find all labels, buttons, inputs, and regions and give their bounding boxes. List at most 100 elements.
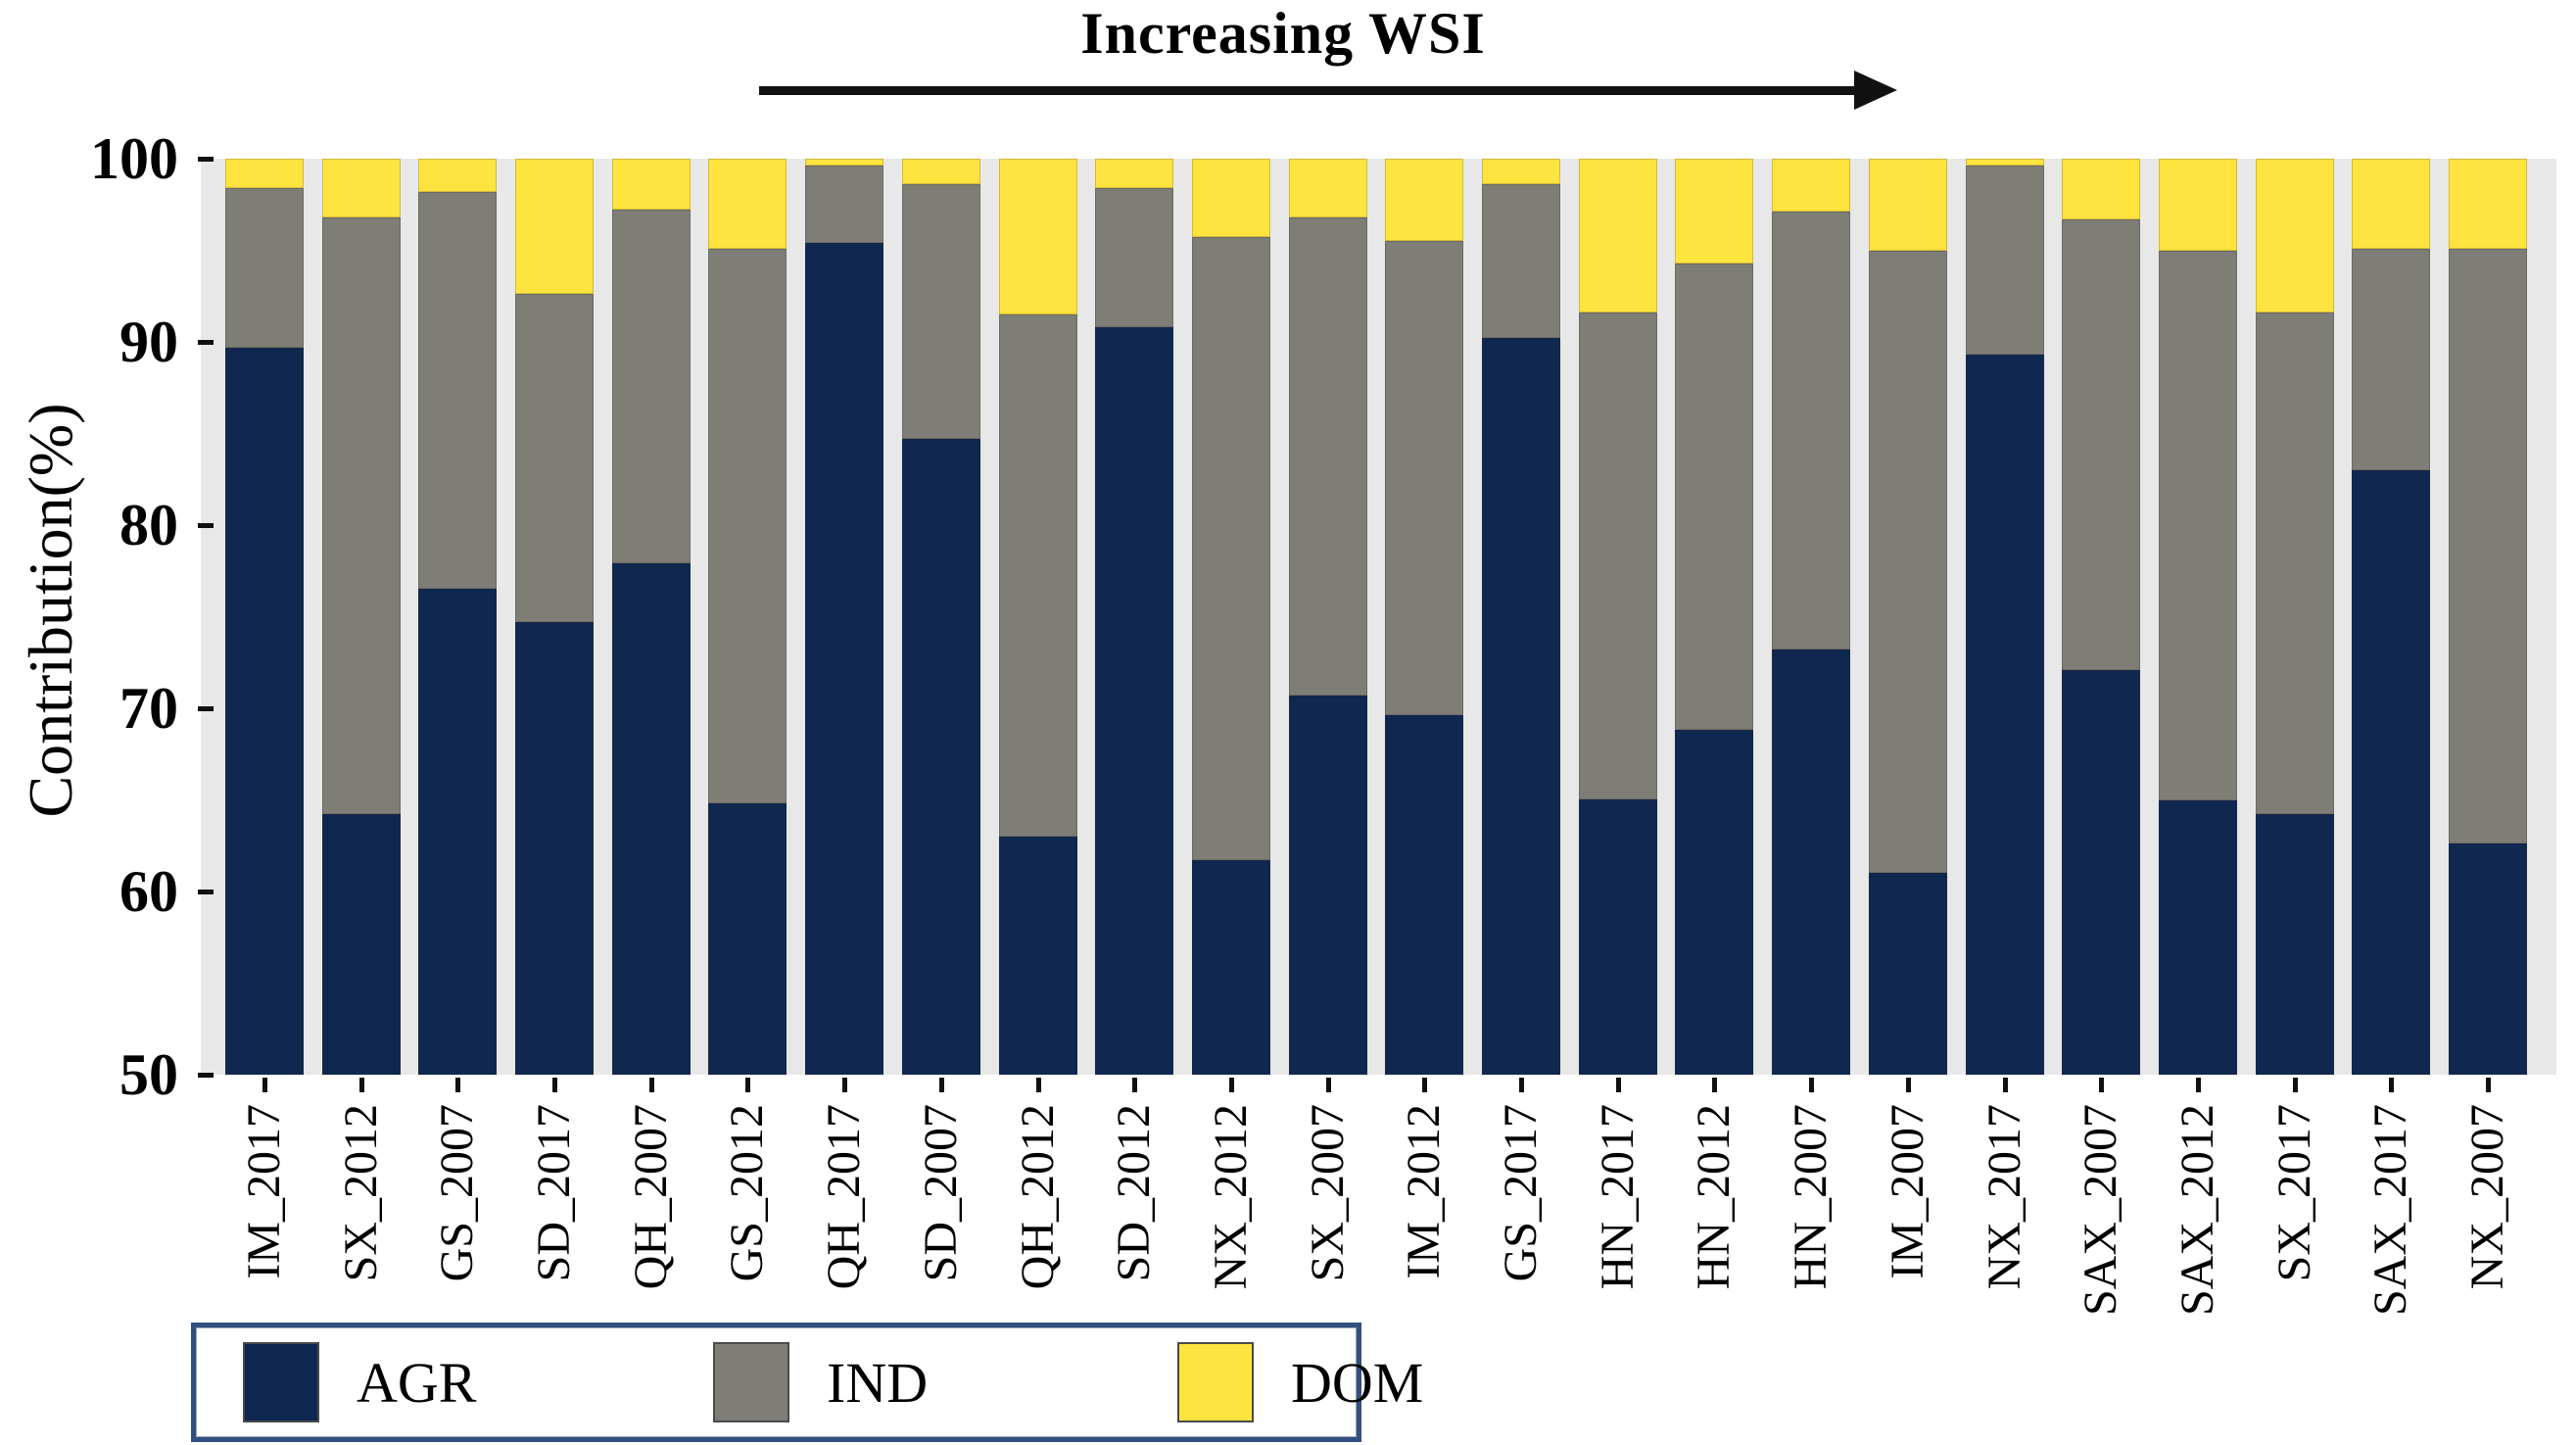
bar-segment-ind bbox=[805, 166, 884, 243]
bar-segment-dom bbox=[708, 159, 787, 249]
x-tick-label: SX_2017 bbox=[2267, 1104, 2320, 1282]
bar-segment-agr bbox=[1288, 695, 1367, 1075]
arrow-line bbox=[759, 86, 1858, 95]
x-tick-label: GS_2007 bbox=[431, 1104, 484, 1282]
bar-HN_2012 bbox=[1675, 159, 1754, 1075]
bar-NX_2007 bbox=[2449, 159, 2527, 1075]
y-tick-label: 70 bbox=[119, 676, 178, 741]
bar-SX_2007 bbox=[1288, 159, 1367, 1075]
y-tick-mark bbox=[198, 706, 214, 711]
bar-segment-ind bbox=[2352, 248, 2431, 470]
bar-SAX_2007 bbox=[2062, 159, 2141, 1075]
x-tick-mark bbox=[2099, 1078, 2105, 1092]
plot-area bbox=[201, 159, 2556, 1075]
bar-SD_2007 bbox=[901, 159, 980, 1075]
bar-segment-dom bbox=[901, 159, 980, 185]
bar-segment-ind bbox=[1868, 250, 1947, 874]
x-tick-mark bbox=[2002, 1078, 2008, 1092]
x-tick-mark bbox=[938, 1078, 944, 1092]
bar-segment-dom bbox=[1482, 159, 1561, 185]
x-tick-mark bbox=[648, 1078, 654, 1092]
bar-segment-dom bbox=[2255, 159, 2334, 313]
bar-HN_2017 bbox=[1578, 159, 1657, 1075]
x-tick-label: SX_2012 bbox=[334, 1104, 387, 1282]
bar-GS_2007 bbox=[418, 159, 498, 1075]
bar-segment-agr bbox=[321, 814, 401, 1075]
y-tick-mark bbox=[198, 523, 214, 528]
bar-segment-agr bbox=[515, 622, 595, 1075]
increasing-wsi-arrow bbox=[759, 71, 1905, 110]
bar-segment-agr bbox=[2255, 814, 2334, 1075]
x-tick-mark bbox=[262, 1078, 267, 1092]
x-tick-mark bbox=[358, 1078, 364, 1092]
x-tick-mark bbox=[2195, 1078, 2201, 1092]
bar-GS_2012 bbox=[708, 159, 787, 1075]
bar-segment-ind bbox=[1965, 166, 2044, 356]
bar-segment-ind bbox=[515, 294, 595, 623]
x-tick-label: SAX_2007 bbox=[2075, 1104, 2127, 1317]
x-tick-mark bbox=[1132, 1078, 1138, 1092]
bar-segment-ind bbox=[1191, 237, 1270, 861]
legend-item-dom: DOM bbox=[1177, 1327, 1423, 1437]
bar-segment-dom bbox=[1772, 159, 1851, 213]
bar-segment-dom bbox=[1191, 159, 1270, 238]
x-tick-mark bbox=[1809, 1078, 1815, 1092]
bar-segment-agr bbox=[1385, 715, 1464, 1075]
bar-segment-agr bbox=[1578, 799, 1657, 1075]
ind-swatch-icon bbox=[713, 1342, 789, 1422]
bar-segment-agr bbox=[1868, 873, 1947, 1075]
bar-segment-agr bbox=[1095, 327, 1174, 1075]
bar-SAX_2012 bbox=[2158, 159, 2237, 1075]
dom-swatch-icon bbox=[1177, 1342, 1254, 1422]
legend-label-dom: DOM bbox=[1291, 1350, 1424, 1415]
bar-IM_2007 bbox=[1868, 159, 1947, 1075]
bar-segment-dom bbox=[1385, 159, 1464, 242]
x-tick-label: HN_2007 bbox=[1785, 1104, 1837, 1290]
x-tick-mark bbox=[455, 1078, 461, 1092]
x-tick-mark bbox=[1712, 1078, 1718, 1092]
y-tick-mark bbox=[198, 1073, 214, 1078]
x-tick-mark bbox=[1422, 1078, 1428, 1092]
bar-segment-ind bbox=[1288, 217, 1367, 696]
agr-swatch-icon bbox=[243, 1342, 319, 1422]
bar-segment-dom bbox=[2158, 159, 2237, 251]
bar-segment-ind bbox=[2449, 248, 2527, 844]
bar-segment-agr bbox=[2449, 843, 2527, 1075]
x-tick-label: IM_2007 bbox=[1881, 1104, 1933, 1279]
arrow-head-icon bbox=[1854, 71, 1897, 110]
bar-segment-ind bbox=[418, 191, 498, 590]
y-tick-label: 100 bbox=[90, 126, 178, 191]
bar-SX_2017 bbox=[2255, 159, 2334, 1075]
bar-segment-agr bbox=[225, 347, 304, 1075]
bar-segment-ind bbox=[1385, 241, 1464, 716]
bar-segment-ind bbox=[2062, 218, 2141, 670]
bar-segment-dom bbox=[1288, 159, 1367, 217]
bar-segment-dom bbox=[1675, 159, 1754, 264]
x-tick-label: GS_2017 bbox=[1495, 1104, 1548, 1282]
x-tick-mark bbox=[1035, 1078, 1041, 1092]
legend-label-agr: AGR bbox=[357, 1350, 477, 1415]
bar-QH_2017 bbox=[805, 159, 884, 1075]
x-tick-label: QH_2012 bbox=[1011, 1104, 1064, 1290]
bar-segment-agr bbox=[2352, 469, 2431, 1075]
bar-QH_2012 bbox=[998, 159, 1077, 1075]
x-tick-label: GS_2012 bbox=[721, 1104, 774, 1282]
bar-SAX_2017 bbox=[2352, 159, 2431, 1075]
y-tick-mark bbox=[198, 340, 214, 345]
bar-segment-ind bbox=[901, 184, 980, 440]
x-tick-mark bbox=[2389, 1078, 2395, 1092]
bar-segment-ind bbox=[321, 217, 401, 815]
bar-segment-ind bbox=[1675, 263, 1754, 731]
x-tick-mark bbox=[552, 1078, 558, 1092]
x-tick-label: SD_2007 bbox=[914, 1104, 967, 1282]
legend: AGR IND DOM bbox=[191, 1323, 1423, 1442]
bar-segment-agr bbox=[2158, 799, 2237, 1075]
bar-segment-dom bbox=[998, 159, 1077, 314]
bar-segment-dom bbox=[805, 159, 884, 167]
bar-segment-ind bbox=[611, 210, 691, 564]
bar-segment-dom bbox=[1578, 159, 1657, 313]
bar-segment-ind bbox=[998, 313, 1077, 837]
bar-SX_2012 bbox=[321, 159, 401, 1075]
x-tick-mark bbox=[2292, 1078, 2298, 1092]
